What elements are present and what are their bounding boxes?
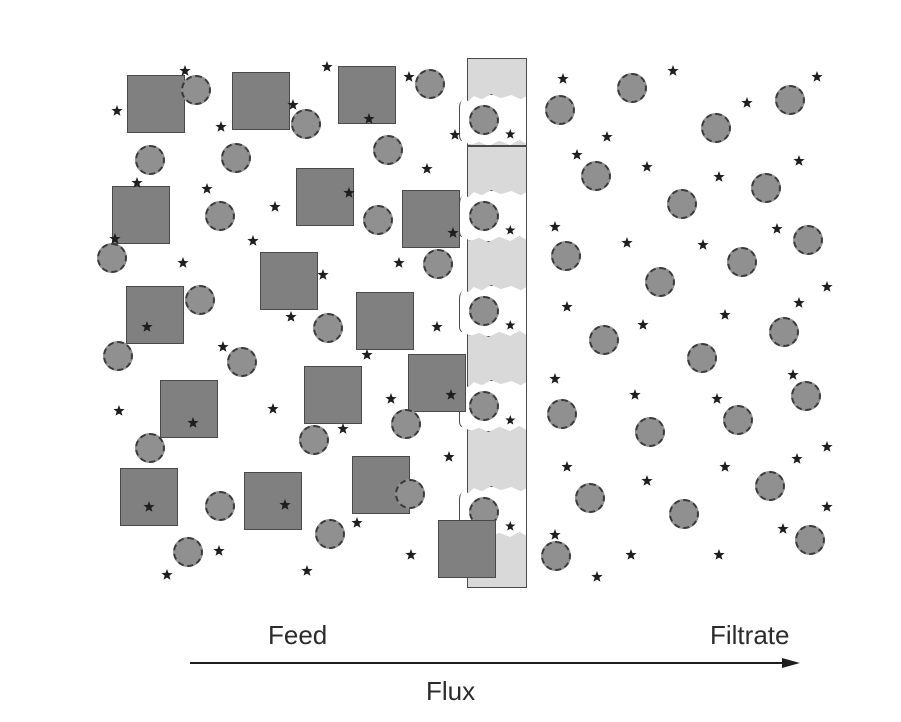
large-particle-square	[120, 468, 178, 526]
flux-arrow-line	[190, 662, 782, 664]
medium-particle-circle	[103, 341, 133, 371]
large-particle-square	[260, 252, 318, 310]
medium-particle-circle	[575, 483, 605, 513]
filtration-diagram: Feed Filtrate Flux	[0, 0, 901, 722]
medium-particle-circle	[291, 109, 321, 139]
medium-particle-circle	[135, 145, 165, 175]
large-particle-square	[127, 75, 185, 133]
medium-particle-circle	[635, 417, 665, 447]
medium-particle-circle	[589, 325, 619, 355]
medium-particle-circle	[669, 499, 699, 529]
medium-particle-circle	[205, 491, 235, 521]
medium-particle-circle	[135, 433, 165, 463]
medium-particle-circle	[581, 161, 611, 191]
large-particle-square	[232, 72, 290, 130]
medium-particle-circle	[185, 285, 215, 315]
large-particle-square	[438, 520, 496, 578]
medium-particle-circle	[551, 241, 581, 271]
medium-particle-circle	[181, 75, 211, 105]
flux-arrow-head	[782, 658, 800, 668]
medium-particle-circle	[363, 205, 393, 235]
large-particle-square	[356, 292, 414, 350]
trapped-particle-circle	[469, 296, 499, 326]
label-flux: Flux	[426, 676, 475, 707]
medium-particle-circle	[545, 95, 575, 125]
medium-particle-circle	[97, 243, 127, 273]
medium-particle-circle	[687, 343, 717, 373]
medium-particle-circle	[645, 267, 675, 297]
medium-particle-circle	[391, 409, 421, 439]
trapped-particle-circle	[469, 201, 499, 231]
trapped-particle-circle	[469, 105, 499, 135]
large-particle-square	[408, 354, 466, 412]
medium-particle-circle	[221, 143, 251, 173]
trapped-particle-circle	[469, 391, 499, 421]
large-particle-square	[244, 472, 302, 530]
medium-particle-circle	[173, 537, 203, 567]
medium-particle-circle	[667, 189, 697, 219]
medium-particle-circle	[541, 541, 571, 571]
medium-particle-circle	[795, 525, 825, 555]
medium-particle-circle	[723, 405, 753, 435]
medium-particle-circle	[547, 399, 577, 429]
medium-particle-circle	[299, 425, 329, 455]
medium-particle-circle	[755, 471, 785, 501]
label-filtrate: Filtrate	[710, 620, 789, 651]
medium-particle-circle	[751, 173, 781, 203]
medium-particle-circle	[395, 479, 425, 509]
medium-particle-circle	[791, 381, 821, 411]
medium-particle-circle	[415, 69, 445, 99]
medium-particle-circle	[769, 317, 799, 347]
large-particle-square	[304, 366, 362, 424]
medium-particle-circle	[793, 225, 823, 255]
medium-particle-circle	[423, 249, 453, 279]
label-feed: Feed	[268, 620, 327, 651]
medium-particle-circle	[617, 73, 647, 103]
large-particle-square	[126, 286, 184, 344]
medium-particle-circle	[727, 247, 757, 277]
medium-particle-circle	[227, 347, 257, 377]
medium-particle-circle	[701, 113, 731, 143]
medium-particle-circle	[373, 135, 403, 165]
medium-particle-circle	[775, 85, 805, 115]
medium-particle-circle	[205, 201, 235, 231]
medium-particle-circle	[315, 519, 345, 549]
medium-particle-circle	[313, 313, 343, 343]
